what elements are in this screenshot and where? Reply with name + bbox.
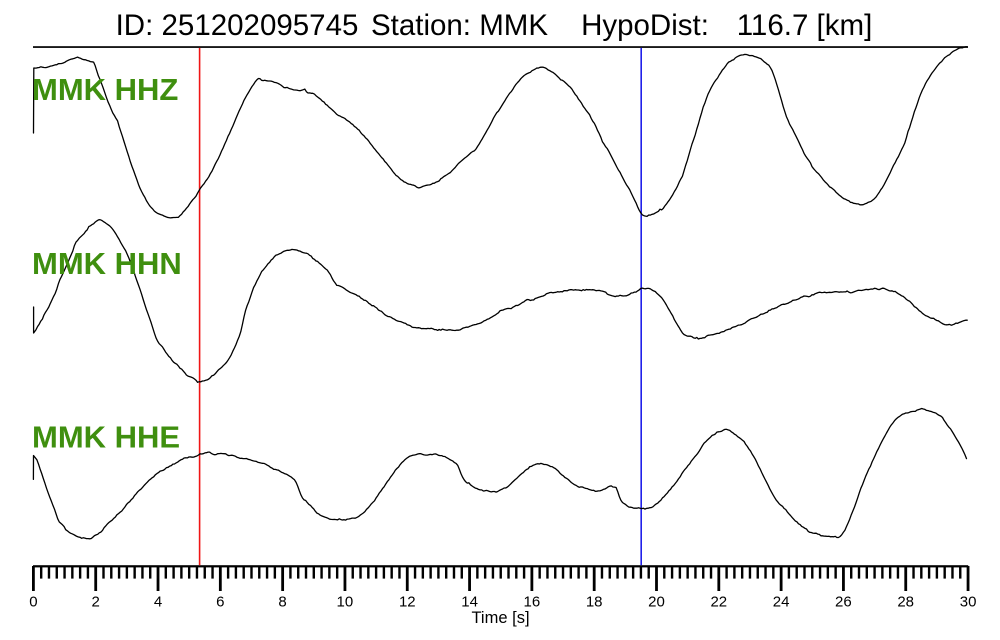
svg-text:20: 20 <box>648 594 665 611</box>
svg-text:26: 26 <box>835 594 852 611</box>
svg-text:HypoDist:: HypoDist: <box>581 9 709 42</box>
svg-text:MMK HHN: MMK HHN <box>32 246 182 281</box>
svg-text:Time [s]: Time [s] <box>471 609 529 627</box>
svg-text:30: 30 <box>960 594 977 611</box>
svg-text:ID: 251202095745: ID: 251202095745 <box>116 9 359 42</box>
svg-text:24: 24 <box>773 594 790 611</box>
svg-text:10: 10 <box>337 594 354 611</box>
svg-text:Station: MMK: Station: MMK <box>371 9 548 42</box>
svg-text:18: 18 <box>586 594 603 611</box>
svg-text:MMK HHE: MMK HHE <box>32 420 180 455</box>
svg-text:28: 28 <box>897 594 914 611</box>
svg-text:14: 14 <box>461 594 478 611</box>
svg-text:22: 22 <box>710 594 727 611</box>
svg-text:2: 2 <box>92 594 100 611</box>
svg-text:4: 4 <box>154 594 162 611</box>
svg-text:16: 16 <box>524 594 541 611</box>
svg-text:12: 12 <box>399 594 416 611</box>
svg-text:8: 8 <box>278 594 286 611</box>
svg-text:0: 0 <box>29 594 37 611</box>
svg-text:MMK HHZ: MMK HHZ <box>32 72 178 107</box>
svg-text:116.7 [km]: 116.7 [km] <box>737 9 873 42</box>
svg-text:6: 6 <box>216 594 224 611</box>
